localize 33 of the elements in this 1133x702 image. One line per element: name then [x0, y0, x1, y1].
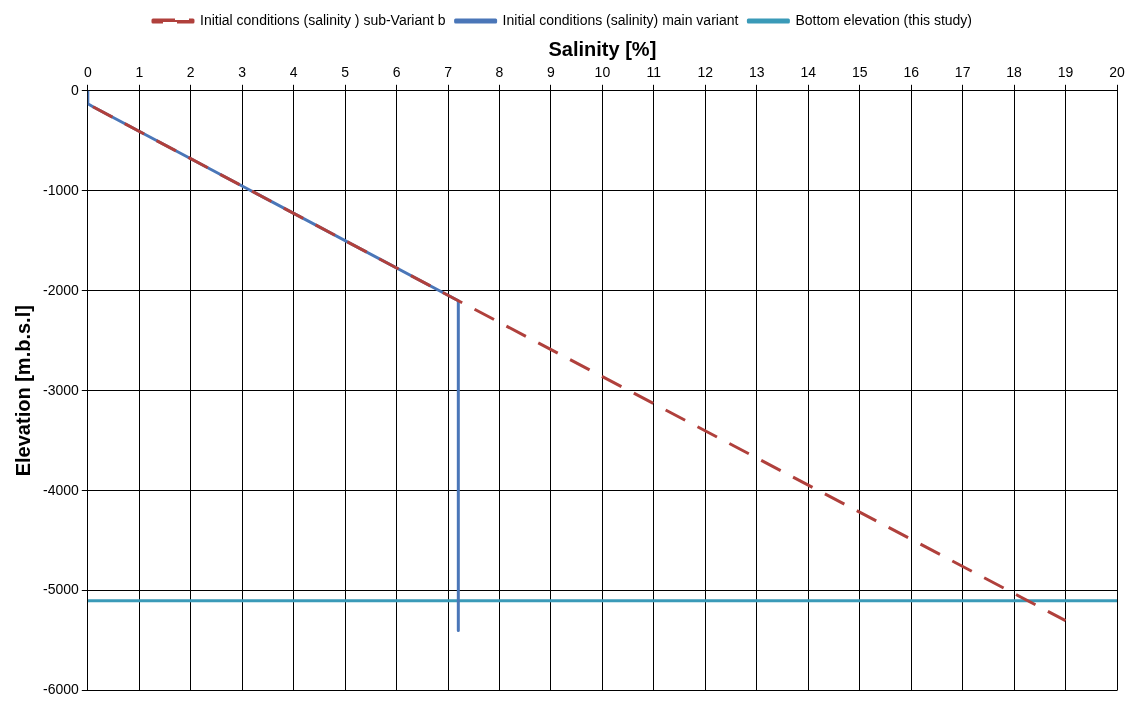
x-tick-label: 11 — [646, 64, 662, 81]
y-tick-label: -5000 — [42, 581, 80, 598]
x-tick-label: 18 — [1006, 64, 1023, 81]
x-tick-label: 12 — [697, 64, 714, 81]
x-tick-label: 16 — [903, 64, 920, 81]
x-tick-label: 5 — [341, 64, 350, 81]
legend-label: Initial conditions (salinity) main variant — [502, 11, 739, 28]
x-tick-label: 6 — [392, 64, 401, 81]
x-tick-label: 17 — [954, 64, 971, 81]
y-tick-label: -4000 — [42, 481, 80, 498]
x-tick-label: 2 — [186, 64, 195, 81]
x-tick-label: 4 — [289, 64, 298, 81]
x-tick-label: 20 — [1109, 64, 1125, 81]
y-axis-title: Elevation [m.b.s.l] — [11, 305, 34, 477]
y-tick-label: -3000 — [42, 381, 80, 398]
y-tick-label: -6000 — [42, 681, 80, 698]
x-tick-label: 19 — [1057, 64, 1074, 81]
x-tick-label: 14 — [800, 64, 817, 81]
x-tick-label: 0 — [83, 64, 92, 81]
x-axis-title: Salinity [%] — [548, 37, 657, 60]
y-tick-label: -1000 — [42, 181, 80, 198]
x-tick-label: 8 — [495, 64, 504, 81]
y-tick-label: 0 — [71, 81, 80, 98]
x-tick-label: 1 — [135, 64, 144, 81]
legend-label: Bottom elevation (this study) — [795, 11, 973, 28]
y-tick-label: -2000 — [42, 281, 80, 298]
x-tick-label: 15 — [851, 64, 868, 81]
legend-label: Initial conditions (salinity ) sub-Variant b — [199, 11, 446, 28]
x-tick-label: 13 — [748, 64, 765, 81]
x-tick-label: 3 — [238, 64, 247, 81]
x-tick-label: 10 — [594, 64, 611, 81]
x-tick-label: 9 — [547, 64, 556, 81]
x-tick-label: 7 — [444, 64, 453, 81]
